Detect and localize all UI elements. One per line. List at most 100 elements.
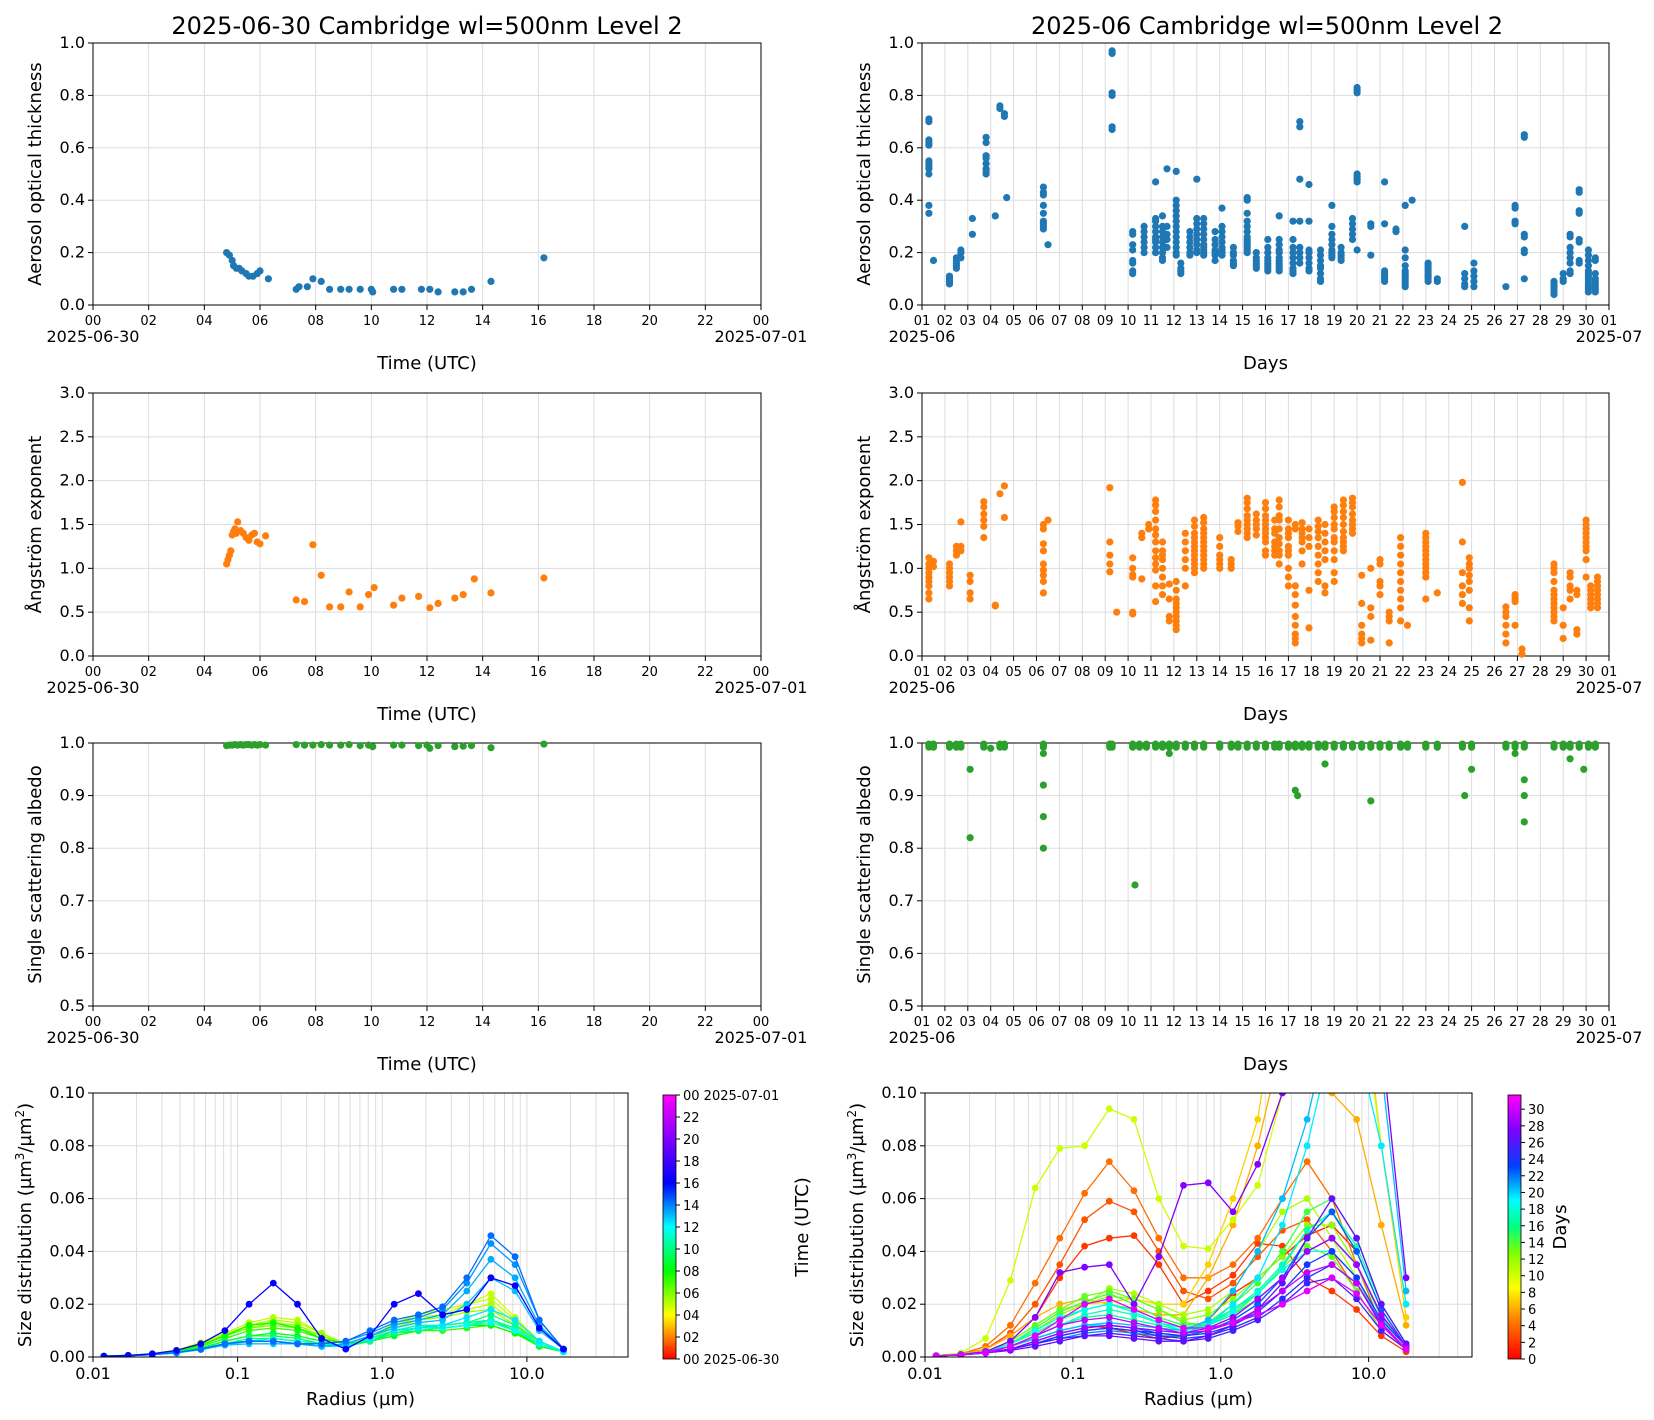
data-point <box>1186 251 1194 259</box>
data-point <box>1039 225 1047 233</box>
data-point <box>245 536 253 544</box>
series-point <box>1279 1274 1286 1282</box>
series-point <box>1353 1306 1360 1313</box>
data-point <box>1321 520 1329 529</box>
series-point <box>1031 1300 1039 1308</box>
x-tick-label: 02 <box>937 314 954 329</box>
data-point <box>966 834 974 842</box>
x-tick-label: 19 <box>1326 665 1343 680</box>
x-tick-label: 16 <box>530 314 547 329</box>
data-point <box>1190 743 1199 751</box>
y-tick-label: 2.5 <box>889 427 914 446</box>
series-line <box>936 1277 1407 1357</box>
series-point <box>463 1314 471 1321</box>
data-point <box>1401 246 1409 254</box>
y-axis-label: Ångström exponent <box>24 436 46 614</box>
data-point <box>1190 516 1199 524</box>
x-tick-label: 13 <box>1189 1015 1206 1030</box>
series-point <box>1130 1116 1138 1123</box>
series-point <box>1328 1287 1336 1295</box>
data-point <box>415 742 423 750</box>
data-point <box>1381 178 1389 186</box>
x-tick-label: 22 <box>697 1015 714 1030</box>
data-point <box>1158 573 1167 581</box>
data-point <box>1227 564 1235 572</box>
y-tick-label: 1.5 <box>60 515 85 534</box>
y-tick-label: 2.0 <box>60 471 85 490</box>
data-point <box>1314 569 1322 577</box>
series-point <box>1130 1319 1138 1327</box>
x-tick-label: 06 <box>1028 1015 1045 1030</box>
data-point <box>1458 538 1466 546</box>
data-point <box>1113 608 1121 616</box>
data-point <box>1039 577 1047 586</box>
y-tick-label: 0.5 <box>60 996 85 1015</box>
series-line <box>936 1237 1407 1357</box>
data-point <box>398 741 406 749</box>
data-point <box>1243 228 1251 236</box>
x-tick-label: 20 <box>641 314 658 329</box>
right-column-title: 2025-06 Cambridge wl=500nm Level 2 <box>1031 12 1503 40</box>
data-point <box>1039 571 1047 579</box>
x-tick-label: 0.01 <box>75 1364 111 1383</box>
series-point <box>1007 1321 1014 1329</box>
data-point <box>1152 531 1160 539</box>
x-tick-label: 22 <box>697 665 714 680</box>
x-start-date-label: 2025-06-30 <box>47 1028 140 1047</box>
data-point <box>1330 547 1338 555</box>
x-tick-label: 26 <box>1486 1015 1503 1030</box>
data-point <box>1502 743 1510 751</box>
data-point <box>345 741 353 749</box>
data-point <box>451 594 459 602</box>
series-point <box>1303 1242 1311 1250</box>
data-point <box>262 532 270 540</box>
colorbar-tick-label: 6 <box>1528 1303 1536 1318</box>
x-tick-label: 00 <box>753 1015 770 1030</box>
series-point <box>1377 1142 1385 1150</box>
series-point <box>1229 1271 1237 1279</box>
data-point <box>980 503 988 511</box>
y-tick-label: 0.4 <box>60 190 85 209</box>
data-point <box>1465 617 1473 625</box>
x-tick-label: 04 <box>196 314 213 329</box>
size-dist-month-chart: 0.00 0.02 0.04 0.06 0.08 0.10 0.01 0.1 1.0 10.0 Ra… <box>845 1083 1473 1410</box>
data-point <box>1470 283 1478 291</box>
data-point <box>925 165 933 173</box>
data-point <box>1000 513 1009 522</box>
data-point <box>1152 547 1160 555</box>
aot-month-chart: 01 02 03 04 05 06 07 08 09 10 11 12 13 14 15 16 17 18 19 20… <box>854 33 1642 374</box>
data-point <box>1348 743 1357 751</box>
x-end-date-label: 2025-07-01 <box>715 327 808 346</box>
x-tick-label: 06 <box>1028 314 1045 329</box>
series-line <box>103 1322 564 1357</box>
series-point <box>1130 1324 1138 1332</box>
x-tick-label: 16 <box>530 665 547 680</box>
data-point <box>1152 178 1160 186</box>
data-point <box>1584 743 1592 751</box>
data-point <box>295 283 303 291</box>
data-point <box>369 743 377 751</box>
series-point <box>197 1340 205 1348</box>
data-point <box>1566 259 1574 267</box>
data-point <box>1305 267 1313 275</box>
size-distribution-series <box>932 1093 1410 1357</box>
data-point <box>1305 525 1313 533</box>
series-point <box>1328 1253 1336 1261</box>
data-point <box>1193 225 1201 233</box>
x-tick-label: 30 <box>1578 1015 1595 1030</box>
series-point <box>148 1350 156 1357</box>
series-point <box>1279 1266 1286 1274</box>
x-tick-label: 02 <box>140 314 157 329</box>
x-tick-label: 10.0 <box>1351 1364 1387 1383</box>
x-tick-label: 01 <box>914 665 931 680</box>
series-point <box>487 1300 495 1308</box>
data-point <box>1044 516 1052 524</box>
y-axis-label-close: ) <box>847 1103 868 1110</box>
y-tick-label: 0.7 <box>889 891 914 910</box>
series-point <box>1303 1279 1311 1287</box>
data-point <box>1584 246 1592 254</box>
data-point <box>1566 270 1574 278</box>
x-tick-label: 21 <box>1372 314 1389 329</box>
size-distribution-series <box>932 1093 1410 1357</box>
data-point <box>1106 568 1114 576</box>
